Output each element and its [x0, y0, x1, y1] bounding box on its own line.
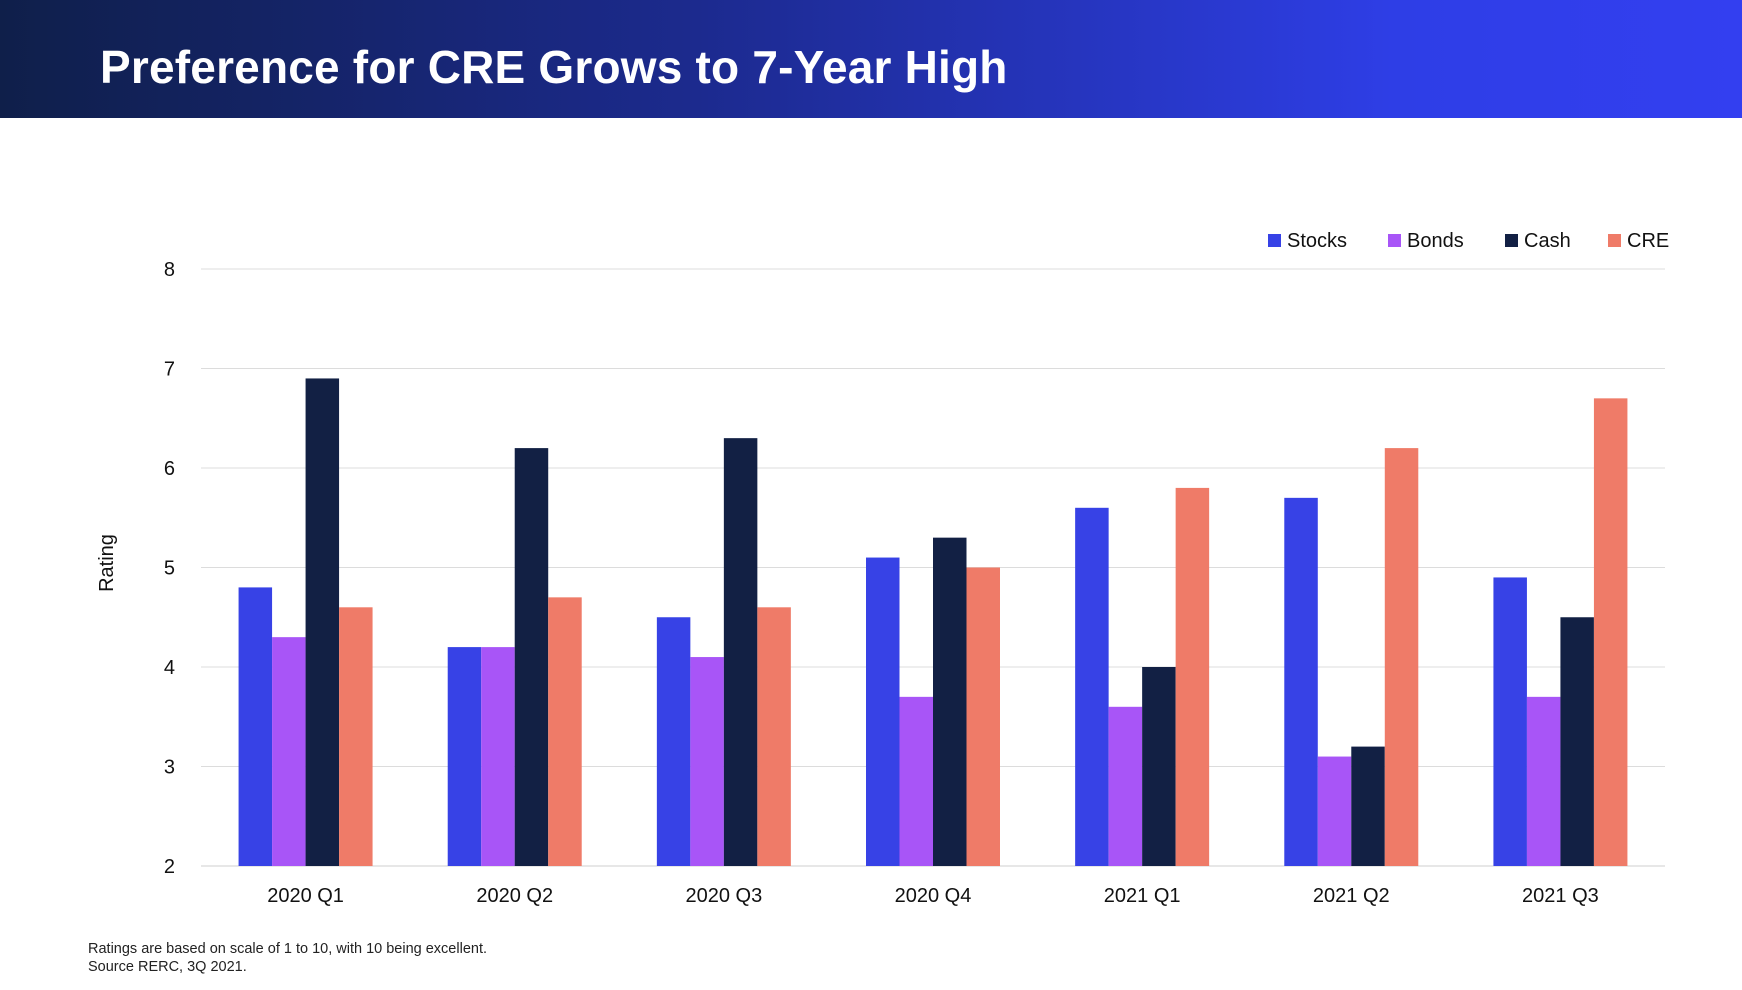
legend-swatch-bonds [1388, 234, 1401, 247]
legend-label-cash: Cash [1524, 230, 1571, 252]
bar-stocks-2020-q3 [656, 617, 691, 866]
bar-bonds-2021-q1 [1108, 706, 1143, 866]
bar-cash-2021-q3 [1560, 617, 1594, 866]
bar-cre-2021-q1 [1175, 487, 1210, 866]
x-tick-label: 2020 Q4 [895, 885, 972, 907]
bar-stocks-2021-q1 [1075, 507, 1109, 866]
footnote-source: Source RERC, 3Q 2021. [88, 959, 247, 975]
bar-cre-2020-q2 [548, 597, 582, 866]
bar-cash-2020-q4 [933, 537, 967, 866]
bar-bonds-2021-q2 [1317, 756, 1352, 866]
bar-cre-2020-q4 [966, 567, 1000, 866]
page-title: Preference for CRE Grows to 7-Year High [100, 41, 1008, 93]
bar-cre-2020-q3 [757, 607, 791, 866]
y-tick-label: 2 [164, 856, 175, 878]
legend-swatch-stocks [1268, 234, 1281, 247]
x-tick-label: 2020 Q2 [476, 885, 553, 907]
bar-bonds-2020-q1 [272, 637, 306, 866]
footnote-scale: Ratings are based on scale of 1 to 10, w… [88, 941, 488, 957]
x-tick-label: 2021 Q1 [1104, 885, 1181, 907]
title-banner: Preference for CRE Grows to 7-Year High [0, 0, 1742, 118]
legend-label-cre: CRE [1627, 230, 1669, 252]
y-tick-label: 8 [164, 259, 175, 281]
bar-bonds-2021-q3 [1526, 696, 1561, 866]
bar-cash-2020-q3 [723, 438, 758, 866]
x-tick-label: 2021 Q3 [1522, 885, 1599, 907]
bar-cre-2021-q2 [1384, 448, 1419, 866]
legend-swatch-cash [1505, 234, 1518, 247]
x-tick-label: 2020 Q1 [267, 885, 344, 907]
y-tick-label: 5 [164, 558, 175, 580]
bar-cash-2020-q1 [305, 378, 340, 866]
bar-bonds-2020-q2 [481, 647, 515, 866]
bar-bonds-2020-q3 [690, 657, 724, 866]
legend-swatch-cre [1608, 234, 1621, 247]
y-tick-label: 3 [164, 757, 175, 779]
bar-cash-2020-q2 [514, 448, 549, 866]
bar-stocks-2020-q4 [866, 557, 900, 866]
bar-stocks-2020-q2 [447, 647, 482, 866]
y-axis-label: Rating [96, 534, 118, 592]
legend-label-bonds: Bonds [1407, 230, 1464, 252]
bar-cash-2021-q2 [1351, 746, 1385, 866]
bar-cre-2020-q1 [339, 607, 373, 866]
bar-cash-2021-q1 [1142, 667, 1176, 866]
y-tick-label: 7 [164, 359, 175, 381]
bar-bonds-2020-q4 [899, 696, 933, 866]
y-tick-label: 4 [164, 657, 175, 679]
bar-stocks-2021-q2 [1284, 497, 1318, 866]
x-tick-label: 2020 Q3 [685, 885, 762, 907]
legend-label-stocks: Stocks [1287, 230, 1347, 252]
x-tick-label: 2021 Q2 [1313, 885, 1390, 907]
bar-cre-2021-q3 [1593, 398, 1628, 866]
y-tick-label: 6 [164, 458, 175, 480]
bar-stocks-2021-q3 [1493, 577, 1527, 866]
bar-stocks-2020-q1 [238, 587, 273, 866]
